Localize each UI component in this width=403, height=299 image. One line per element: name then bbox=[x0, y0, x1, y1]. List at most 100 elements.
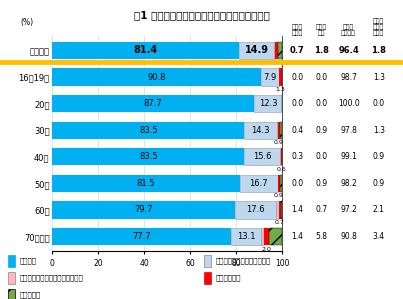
Bar bbox=[264, 228, 269, 245]
Text: 3.4: 3.4 bbox=[373, 232, 385, 241]
Text: 12.3: 12.3 bbox=[259, 99, 277, 108]
Bar bbox=[52, 148, 244, 165]
Text: 0.0: 0.0 bbox=[291, 179, 303, 188]
Bar bbox=[52, 95, 254, 112]
Bar bbox=[52, 228, 231, 245]
Text: 97.8: 97.8 bbox=[340, 126, 357, 135]
Text: そう思
わない: そう思 わない bbox=[292, 24, 303, 36]
Bar bbox=[52, 68, 261, 86]
Text: 0.0: 0.0 bbox=[315, 99, 328, 108]
Text: 0.9: 0.9 bbox=[315, 179, 328, 188]
Text: 0.0: 0.0 bbox=[291, 99, 303, 108]
Bar bbox=[275, 42, 278, 59]
Text: そう思
う（計）: そう思 う（計） bbox=[341, 24, 356, 36]
Text: 77.7: 77.7 bbox=[132, 232, 151, 241]
Bar bbox=[279, 201, 281, 219]
Text: 0.0: 0.0 bbox=[315, 152, 328, 161]
FancyBboxPatch shape bbox=[8, 271, 15, 284]
Bar bbox=[277, 122, 278, 139]
Text: 13.1: 13.1 bbox=[237, 232, 255, 241]
Text: そう思う: そう思う bbox=[20, 257, 37, 264]
Bar bbox=[52, 42, 239, 59]
Text: 98.7: 98.7 bbox=[340, 73, 357, 82]
Text: 83.5: 83.5 bbox=[139, 126, 158, 135]
Text: 0.0: 0.0 bbox=[291, 73, 303, 82]
Text: 1.4: 1.4 bbox=[291, 205, 303, 214]
Text: 0.9: 0.9 bbox=[373, 179, 385, 188]
Text: 87.7: 87.7 bbox=[144, 99, 162, 108]
Bar bbox=[281, 201, 283, 219]
Text: 0.7: 0.7 bbox=[275, 220, 285, 225]
Bar bbox=[274, 42, 275, 59]
Bar bbox=[52, 122, 244, 139]
Bar bbox=[261, 228, 264, 245]
FancyBboxPatch shape bbox=[8, 255, 15, 267]
Text: 100.0: 100.0 bbox=[338, 99, 359, 108]
Bar bbox=[280, 175, 282, 192]
Text: 90.8: 90.8 bbox=[147, 73, 166, 82]
Bar bbox=[278, 122, 280, 139]
Bar bbox=[52, 201, 235, 219]
Text: 0.9: 0.9 bbox=[373, 152, 385, 161]
Text: 分からない: 分からない bbox=[20, 292, 41, 298]
Text: 14.9: 14.9 bbox=[245, 45, 268, 56]
FancyBboxPatch shape bbox=[204, 271, 211, 284]
Text: 79.7: 79.7 bbox=[135, 205, 153, 214]
Bar bbox=[261, 68, 279, 86]
Text: 2.1: 2.1 bbox=[373, 205, 385, 214]
Bar bbox=[52, 175, 240, 192]
Text: 0.4: 0.4 bbox=[291, 126, 303, 135]
Bar bbox=[278, 175, 280, 192]
Text: 97.2: 97.2 bbox=[340, 205, 357, 214]
Text: (%): (%) bbox=[20, 18, 33, 27]
Bar bbox=[239, 42, 274, 59]
Text: 16.7: 16.7 bbox=[249, 179, 268, 188]
Text: 分から
ない: 分から ない bbox=[316, 24, 327, 36]
Text: 0.7: 0.7 bbox=[315, 205, 328, 214]
Text: 81.5: 81.5 bbox=[137, 179, 155, 188]
Text: 90.8: 90.8 bbox=[340, 232, 357, 241]
Text: 1.8: 1.8 bbox=[314, 46, 329, 55]
Text: 1.4: 1.4 bbox=[291, 232, 303, 241]
Text: 0.9: 0.9 bbox=[274, 193, 284, 198]
Text: 81.4: 81.4 bbox=[134, 45, 158, 56]
Bar bbox=[254, 95, 282, 112]
Text: 0.0: 0.0 bbox=[315, 73, 328, 82]
Bar bbox=[280, 122, 282, 139]
Bar bbox=[281, 148, 282, 165]
Bar bbox=[276, 201, 279, 219]
Bar bbox=[244, 122, 277, 139]
FancyBboxPatch shape bbox=[8, 289, 15, 299]
Text: 1.8: 1.8 bbox=[372, 46, 386, 55]
Text: 7.9: 7.9 bbox=[264, 73, 277, 82]
Text: 1.0: 1.0 bbox=[272, 60, 281, 65]
Bar bbox=[280, 148, 281, 165]
Bar bbox=[240, 175, 278, 192]
Bar bbox=[269, 228, 282, 245]
Text: そう思
わない
（計）: そう思 わない （計） bbox=[373, 18, 384, 36]
Text: 0.9: 0.9 bbox=[315, 126, 328, 135]
Text: 5.8: 5.8 bbox=[316, 232, 327, 241]
Text: 0.6: 0.6 bbox=[276, 167, 286, 172]
Text: 99.1: 99.1 bbox=[340, 152, 357, 161]
Text: 0.9: 0.9 bbox=[274, 140, 284, 145]
Text: 17.6: 17.6 bbox=[246, 205, 265, 214]
Text: 問1 コミュニケーション能力は重要だと思うか: 問1 コミュニケーション能力は重要だと思うか bbox=[133, 10, 270, 20]
Text: どちらかと言えば，そう思う: どちらかと言えば，そう思う bbox=[216, 257, 271, 264]
Text: 96.4: 96.4 bbox=[338, 46, 359, 55]
Text: 2.0: 2.0 bbox=[262, 246, 271, 251]
Text: 0.3: 0.3 bbox=[291, 152, 303, 161]
Bar bbox=[244, 148, 280, 165]
Bar bbox=[231, 228, 261, 245]
Text: 83.5: 83.5 bbox=[139, 152, 158, 161]
Text: 15.6: 15.6 bbox=[253, 152, 271, 161]
Bar bbox=[235, 201, 276, 219]
Text: どちらかと言えば，そう思わない: どちらかと言えば，そう思わない bbox=[20, 274, 84, 281]
Text: 1.3: 1.3 bbox=[276, 87, 286, 92]
Text: 98.2: 98.2 bbox=[340, 179, 357, 188]
Text: 1.3: 1.3 bbox=[373, 126, 385, 135]
Bar bbox=[278, 42, 282, 59]
Text: そう思わない: そう思わない bbox=[216, 274, 241, 281]
Text: 0.7: 0.7 bbox=[290, 46, 305, 55]
Bar bbox=[279, 68, 282, 86]
